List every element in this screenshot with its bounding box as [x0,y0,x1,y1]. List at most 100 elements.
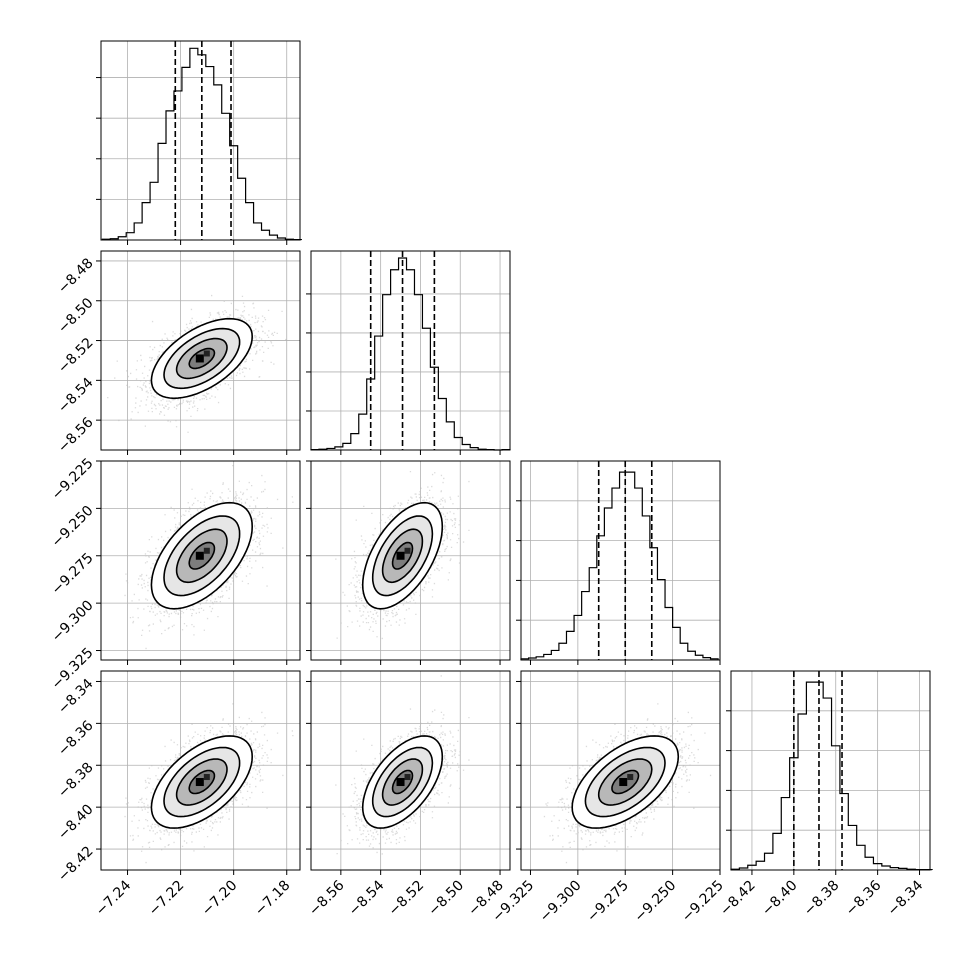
histogram-step [730,681,933,871]
density-core [195,551,204,560]
density-core [195,354,204,363]
contour-line [163,327,241,390]
contour-line [175,528,228,584]
y-tick-label: −8.36 [55,718,97,760]
y-tick-label: −9.225 [49,455,97,503]
x-tick-label: −9.250 [631,878,679,926]
panel-frame [100,40,301,241]
y-tick-label: −8.54 [55,375,97,417]
density-core [396,551,405,560]
contour-line [163,746,241,818]
hist-panel-1 [306,250,511,455]
pair-panel-2-3 [516,670,721,875]
y-tick-label: −8.38 [55,760,97,802]
pair-content [124,465,294,650]
contour-line [188,347,216,370]
contour-line [361,501,444,610]
y-tick-label: −8.48 [55,255,97,297]
pair-panel-0-2 [96,460,301,665]
contour-line [584,746,666,818]
x-tick-label: −8.42 [717,878,759,920]
hist-panel-2 [516,460,721,665]
density-core [404,547,411,554]
x-tick-label: −8.36 [843,877,885,919]
panel-frame [100,670,301,871]
density-core [203,350,210,357]
x-tick-label: −7.22 [146,878,188,920]
y-tick-label: −8.52 [55,335,97,377]
contour-line [371,746,434,818]
x-tick-label: −7.24 [93,877,135,919]
contour-line [391,541,414,570]
y-tick-label: −9.300 [49,597,97,645]
contour-line [361,735,444,829]
hist-panel-bg [521,461,720,660]
x-tick-label: −8.52 [386,878,428,920]
x-tick-label: −8.54 [346,877,388,919]
density-core [203,547,210,554]
hist-panel-bg [731,671,930,870]
hist-panel-3 [726,670,933,875]
contour-line [571,735,680,829]
pair-content [124,703,294,864]
y-tick-label: −8.56 [55,414,97,456]
contour-line [175,758,228,806]
contour-line [188,769,216,795]
x-tick-label: −8.56 [306,877,348,919]
density-core [203,774,210,781]
panel-frame [310,460,511,661]
panel-frame [100,460,301,661]
density-core [404,774,411,781]
contour-line [150,501,254,610]
density-core [195,778,204,787]
y-tick-label: −8.42 [55,843,97,885]
x-tick-label: −8.50 [425,878,467,920]
pair-content [335,675,470,855]
hist-panel-bg [101,41,300,240]
pair-panel-0-1 [96,250,301,455]
pair-content [107,294,287,433]
pair-panel-1-2 [306,460,511,665]
density-core [396,778,405,787]
contour-line [150,317,254,400]
contour-line [175,337,228,380]
pair-panel-0-3 [96,670,301,875]
pair-panel-1-3 [306,670,511,875]
panel-frame [730,670,931,871]
contour-line [371,515,434,597]
x-tick-label: −9.225 [679,878,727,926]
x-tick-label: −7.20 [199,878,241,920]
density-core [619,778,628,787]
density-core [627,774,634,781]
contour-line [391,769,414,795]
x-tick-label: −8.34 [885,877,927,919]
contour-line [188,541,216,570]
contour-line [150,735,254,829]
contour-line [381,758,424,806]
panel-frame [310,250,511,451]
histogram-step [310,257,511,451]
y-tick-label: −8.50 [55,295,97,337]
contour-line [163,515,241,597]
pair-content [335,471,470,640]
x-tick-label: −8.40 [759,878,801,920]
histogram-step [520,471,719,660]
x-tick-label: −8.38 [801,878,843,920]
x-tick-label: −7.18 [252,878,294,920]
panel-frame [520,670,721,871]
panel-frame [520,460,721,661]
x-tick-label: −9.275 [584,878,632,926]
x-tick-label: −9.300 [537,878,585,926]
contour-line [597,758,653,806]
y-tick-label: −9.250 [49,503,97,551]
hist-panel-bg [311,251,510,450]
contour-line [381,528,424,584]
pair-content [543,703,720,864]
panel-frame [310,670,511,871]
hist-panel-0 [96,40,302,245]
contour-line [611,769,640,795]
y-tick-label: −9.275 [49,550,97,598]
y-tick-label: −8.40 [55,802,97,844]
panel-frame [100,250,301,451]
